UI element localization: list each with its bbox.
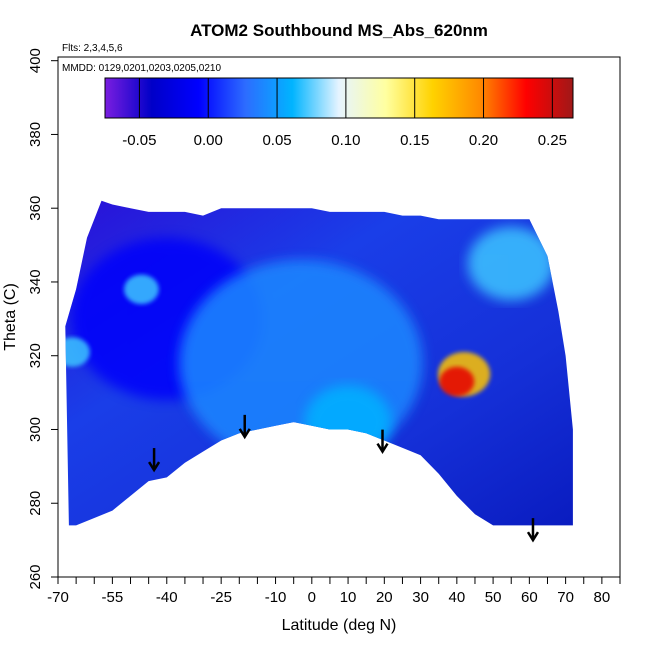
- x-tick-label: -70: [47, 589, 69, 606]
- x-tick-label: 80: [594, 589, 611, 606]
- y-tick-label: 260: [27, 564, 44, 589]
- x-tick-label: 20: [376, 589, 393, 606]
- colorbar-tick-label: 0.10: [331, 132, 360, 149]
- colorbar-tick-label: 0.05: [262, 132, 291, 149]
- y-tick-label: 300: [27, 417, 44, 442]
- x-axis: -70 -55 -40 -25 -10 0 10 20 30 40 50 60 70 80: [47, 577, 621, 606]
- x-tick-label: -10: [265, 589, 287, 606]
- flight-arrow: [376, 429, 389, 454]
- x-tick-label: 10: [340, 589, 357, 606]
- colorbar-gradient: [104, 77, 574, 119]
- flights-annotation: Flts: 2,3,4,5,6: [62, 43, 123, 54]
- flight-arrow: [526, 518, 540, 543]
- y-tick-label: 320: [27, 343, 44, 368]
- y-axis: 260 280 300 320 340 360 380 400: [27, 48, 58, 590]
- chart-title: ATOM2 Southbound MS_Abs_620nm: [190, 21, 488, 40]
- field-feature: [467, 226, 555, 301]
- x-axis-label: Latitude (deg N): [282, 617, 397, 634]
- y-tick-label: 380: [27, 122, 44, 147]
- x-tick-label: 50: [485, 589, 502, 606]
- x-tick-label: -40: [156, 589, 178, 606]
- field-feature: [65, 337, 90, 367]
- colorbar-tick-label: -0.05: [122, 132, 156, 149]
- y-tick-label: 400: [27, 48, 44, 73]
- x-tick-label: 60: [521, 589, 538, 606]
- field-feature: [439, 366, 475, 397]
- x-tick-label: 70: [557, 589, 574, 606]
- field-feature: [304, 385, 392, 459]
- y-tick-label: 340: [27, 269, 44, 294]
- y-tick-label: 280: [27, 491, 44, 516]
- colorbar-tick-label: 0.25: [538, 132, 567, 149]
- x-tick-label: -55: [102, 589, 124, 606]
- plot-frame: [57, 56, 621, 578]
- y-axis-label: Theta (C): [2, 283, 19, 351]
- colorbar-tick-label: 0.15: [400, 132, 429, 149]
- colorbar-tick-label: 0.00: [194, 132, 223, 149]
- data-field: [65, 200, 573, 526]
- flight-arrow: [148, 448, 161, 473]
- field-feature: [123, 274, 159, 305]
- x-tick-label: 30: [412, 589, 429, 606]
- flight-arrow: [238, 414, 251, 440]
- x-tick-label: -25: [210, 589, 232, 606]
- y-tick-label: 360: [27, 196, 44, 221]
- x-tick-label: 40: [448, 589, 465, 606]
- colorbar: -0.05 0.00 0.05 0.10 0.15 0.20 0.25: [104, 77, 574, 149]
- x-tick-label: 0: [308, 589, 316, 606]
- colorbar-tick-label: 0.20: [469, 132, 498, 149]
- flight-arrows: [148, 414, 540, 543]
- dates-annotation: MMDD: 0129,0201,0203,0205,0210: [62, 63, 221, 74]
